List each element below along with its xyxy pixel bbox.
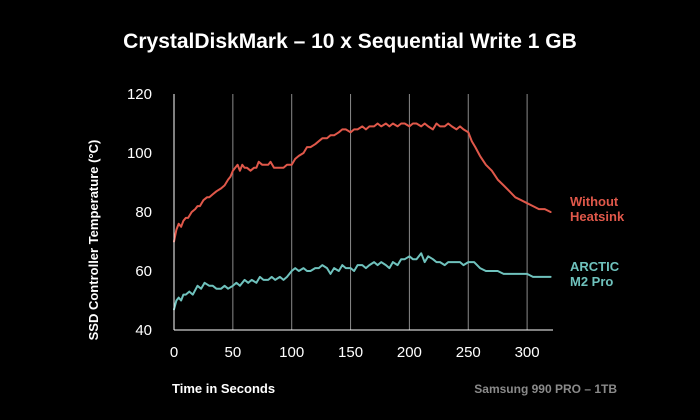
x-tick-label-250: 250 [456,344,481,361]
chart-title: CrystalDiskMark – 10 x Sequential Write … [123,30,577,53]
x-tick-label-300: 300 [515,344,540,361]
axes [173,94,553,331]
y-tick-label-120: 120 [127,86,152,103]
series-line-1 [173,252,552,311]
y-tick-label-40: 40 [135,322,152,339]
tick-labels: 40 60 80 100 120 0 50 100 150 200 250 300 [127,86,540,361]
footer-device-label: Samsung 990 PRO – 1TB [474,382,617,396]
legend-entry-1: ARCTIC M2 Pro [570,259,620,289]
x-tick-label-100: 100 [279,344,304,361]
legend-entry-0: Without Heatsink [570,194,625,224]
y-tick-label-80: 80 [135,204,152,221]
y-tick-label-60: 60 [135,263,152,280]
x-tick-label-0: 0 [170,344,178,361]
legend: Without Heatsink ARCTIC M2 Pro [570,194,625,289]
series-layer [173,122,552,311]
y-axis-label: SSD Controller Temperature (°C) [86,140,101,341]
grid-lines [232,94,528,330]
x-tick-label-150: 150 [338,344,363,361]
x-axis-label: Time in Seconds [172,381,275,396]
x-tick-label-50: 50 [225,344,242,361]
x-tick-label-200: 200 [397,344,422,361]
y-tick-label-100: 100 [127,145,152,162]
series-line-0 [173,122,552,243]
